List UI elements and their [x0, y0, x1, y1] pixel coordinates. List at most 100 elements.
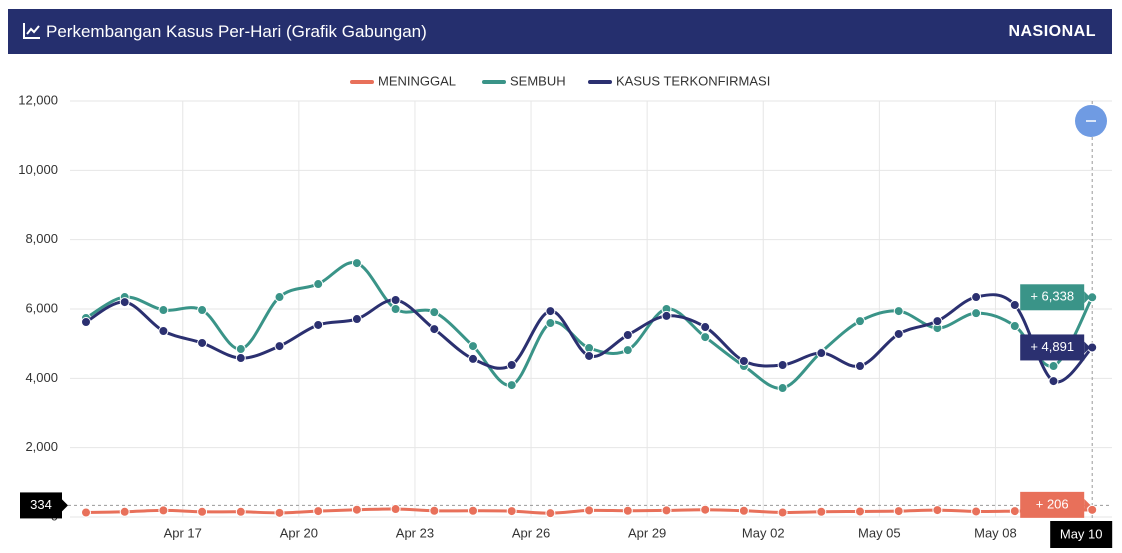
- chart-icon: [23, 23, 40, 39]
- point: [351, 314, 362, 325]
- header: Perkembangan Kasus Per-Hari (Grafik Gabu…: [8, 9, 1112, 54]
- tooltip-label: + 206: [1036, 496, 1069, 511]
- point: [235, 506, 246, 517]
- point: [235, 344, 246, 355]
- x-tick-label: May 08: [974, 525, 1017, 540]
- x-tick-label: Apr 20: [280, 525, 318, 540]
- point: [777, 359, 788, 370]
- point: [777, 507, 788, 518]
- tooltip-arrow: [1084, 341, 1091, 354]
- point: [545, 508, 556, 519]
- tooltip-box: [1020, 491, 1085, 518]
- point: [932, 316, 943, 327]
- point: [506, 380, 517, 391]
- x-tick-label: Apr 26: [512, 525, 550, 540]
- point: [545, 306, 556, 317]
- point: [971, 292, 982, 303]
- point: [622, 345, 633, 356]
- x-tick-label: May 05: [858, 525, 901, 540]
- y-tick-label: 8,000: [25, 231, 58, 246]
- point: [738, 356, 749, 366]
- point: [700, 322, 711, 333]
- point: [390, 504, 401, 515]
- point: [197, 506, 208, 517]
- tooltip-box: [1020, 334, 1085, 361]
- point: [390, 304, 401, 314]
- point: [390, 294, 401, 305]
- crosshair-y-box: [20, 492, 62, 519]
- point: [119, 297, 130, 308]
- point: [893, 328, 904, 339]
- region: NASIONAL: [1008, 23, 1096, 40]
- y-tick-label: 2,000: [25, 439, 58, 454]
- point: [1087, 504, 1098, 515]
- crosshair-y-label: 334: [30, 497, 52, 512]
- point: [81, 317, 91, 327]
- point: [1048, 376, 1059, 387]
- point: [158, 305, 169, 316]
- x-tick-label: Apr 23: [396, 525, 434, 540]
- tooltip-arrow: [1084, 291, 1091, 304]
- point: [816, 348, 827, 359]
- y-tick-label: 4,000: [25, 370, 58, 385]
- point: [119, 506, 130, 517]
- point: [661, 505, 672, 516]
- point: [971, 308, 982, 319]
- point: [1009, 506, 1020, 517]
- point: [855, 316, 865, 327]
- point: [506, 506, 517, 517]
- point: [738, 505, 749, 516]
- point: [468, 505, 478, 516]
- header-title: Perkembangan Kasus Per-Hari (Grafik Gabu…: [46, 22, 427, 41]
- point: [584, 505, 595, 516]
- point: [855, 506, 865, 517]
- point: [81, 507, 91, 518]
- point: [429, 505, 440, 516]
- point: [545, 318, 556, 329]
- point: [700, 332, 711, 343]
- crosshair-x-label: May 10: [1060, 526, 1103, 541]
- point: [197, 305, 208, 316]
- point: [855, 361, 865, 372]
- point: [622, 505, 633, 516]
- point: [584, 350, 595, 361]
- point: [506, 359, 517, 370]
- point: [816, 506, 827, 517]
- point: [274, 341, 285, 352]
- point: [1009, 320, 1020, 331]
- x-tick-label: Apr 29: [628, 525, 666, 540]
- tooltip-box: [1020, 284, 1085, 311]
- tooltip-label: + 6,338: [1030, 289, 1074, 304]
- point: [932, 505, 943, 516]
- y-tick-label: 6,000: [25, 300, 58, 315]
- point: [429, 307, 440, 318]
- point: [158, 505, 169, 516]
- legend-label: KASUS TERKONFIRMASI: [616, 73, 770, 88]
- point: [468, 341, 478, 352]
- tooltip-arrow: [1084, 498, 1091, 511]
- legend-label: MENINGGAL: [378, 73, 456, 88]
- point: [158, 326, 169, 337]
- point: [468, 353, 478, 364]
- series-line: [85, 293, 1094, 384]
- crosshair-y-arrow: [62, 499, 68, 512]
- point: [429, 324, 440, 335]
- point: [235, 353, 246, 364]
- point: [274, 292, 285, 303]
- point: [351, 504, 362, 515]
- point: [1009, 300, 1020, 311]
- tooltip-label: + 4,891: [1030, 339, 1074, 354]
- point: [622, 330, 633, 340]
- y-tick-label: 10,000: [18, 162, 58, 177]
- y-tick-label: 12,000: [18, 92, 58, 107]
- point: [893, 506, 904, 517]
- point: [351, 258, 362, 269]
- point: [971, 506, 982, 517]
- point: [313, 506, 324, 517]
- point: [197, 337, 208, 348]
- point: [274, 507, 285, 518]
- point: [313, 319, 324, 330]
- point: [777, 383, 788, 394]
- point: [700, 504, 711, 515]
